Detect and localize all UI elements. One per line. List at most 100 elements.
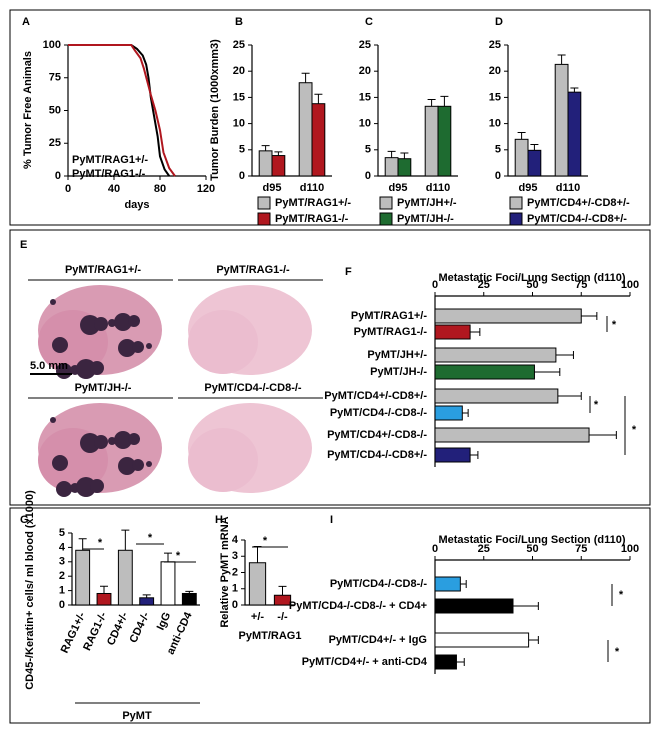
y-tick-label: 4 xyxy=(232,534,239,546)
error-bar xyxy=(261,145,270,151)
error-bar xyxy=(278,585,287,596)
y-tick-label: 25 xyxy=(49,137,61,149)
nodule xyxy=(94,317,108,331)
category-label: PyMT/JH-/- xyxy=(370,366,427,378)
nodule xyxy=(56,481,72,497)
x-tick-label: IgG xyxy=(155,610,174,632)
lung-tissue xyxy=(188,310,258,374)
error-bar xyxy=(557,54,566,65)
panel-letter: E xyxy=(20,239,27,251)
frame xyxy=(9,9,651,226)
nodule xyxy=(128,315,140,327)
image-label: PyMT/JH-/- xyxy=(75,382,132,394)
legend-swatch xyxy=(379,196,393,210)
error-bar xyxy=(534,368,561,376)
x-tick-label: 50 xyxy=(526,543,538,555)
nodule xyxy=(80,433,100,453)
y-tick-label: 10 xyxy=(233,118,245,130)
error-bar xyxy=(185,590,194,594)
legend-swatch xyxy=(257,196,271,210)
error-bar xyxy=(456,658,465,666)
legend-swatch xyxy=(509,196,523,210)
nodule xyxy=(50,417,56,423)
nodule xyxy=(132,459,144,471)
bar xyxy=(434,308,582,324)
panel-letter: B xyxy=(235,16,243,28)
y-tick-label: 2 xyxy=(232,566,238,578)
y-tick-label: 0 xyxy=(239,170,245,182)
bar xyxy=(258,150,273,177)
bar xyxy=(437,105,452,177)
legend-swatch xyxy=(379,212,393,226)
x-axis-label: days xyxy=(124,199,149,211)
x-tick-label: +/- xyxy=(251,611,264,623)
bar xyxy=(434,364,535,380)
x-tick-label: 75 xyxy=(575,279,587,291)
bar xyxy=(384,157,399,177)
y-tick-label: 25 xyxy=(359,39,371,51)
bar xyxy=(434,598,514,614)
x-tick-label: 80 xyxy=(154,183,166,195)
y-tick-label: 1 xyxy=(59,585,65,597)
nodule xyxy=(90,479,104,493)
panel-letter: I xyxy=(330,514,333,526)
frame xyxy=(9,229,651,506)
error-bar xyxy=(570,87,579,93)
error-bar xyxy=(387,150,396,158)
x-tick-label: -/- xyxy=(277,611,288,623)
nodule xyxy=(108,437,116,445)
error-bar xyxy=(530,144,539,151)
x-tick-label: CD4-/- xyxy=(127,610,152,645)
category-label: PyMT/CD4-/-CD8+/- xyxy=(327,449,427,461)
y-tick-label: 0 xyxy=(495,170,501,182)
image-label: PyMT/CD4-/-CD8-/- xyxy=(204,382,302,394)
error-bar xyxy=(121,529,130,551)
y-tick-label: 20 xyxy=(489,65,501,77)
error-bar xyxy=(78,538,87,551)
x-tick-label: d95 xyxy=(263,182,282,194)
error-bar xyxy=(517,132,526,140)
y-tick-label: 75 xyxy=(49,72,61,84)
bar xyxy=(271,155,286,177)
x-tick-label: 100 xyxy=(621,543,639,555)
significance: * xyxy=(263,535,268,547)
error-bar xyxy=(100,585,108,594)
bar xyxy=(434,447,471,463)
legend-label: PyMT/CD4-/-CD8+/- xyxy=(527,213,627,225)
x-tick-label: d95 xyxy=(389,182,408,194)
error-bar xyxy=(427,98,436,107)
error-bar xyxy=(589,431,617,439)
error-bar xyxy=(470,451,479,459)
y-tick-label: 3 xyxy=(232,550,238,562)
scale-label: 5.0 mm xyxy=(30,360,68,372)
category-label: PyMT/CD4-/-CD8-/- xyxy=(330,407,428,419)
y-tick-label: 0 xyxy=(59,599,65,611)
bar xyxy=(434,405,463,421)
bar xyxy=(567,91,582,177)
y-tick-label: 2 xyxy=(59,570,65,582)
error-bar xyxy=(164,552,172,562)
significance: * xyxy=(594,399,599,411)
significance: * xyxy=(176,550,181,562)
x-tick-label: d110 xyxy=(556,182,580,194)
category-label: PyMT/RAG1+/- xyxy=(351,310,427,322)
y-tick-label: 5 xyxy=(495,144,501,156)
nodule xyxy=(114,313,132,331)
nodule xyxy=(128,433,140,445)
error-bar xyxy=(301,72,310,83)
bar xyxy=(554,63,569,177)
x-tick-label: 100 xyxy=(621,279,639,291)
legend-swatch xyxy=(509,212,523,226)
legend-label: PyMT/JH-/- xyxy=(397,213,454,225)
category-label: PyMT/JH+/- xyxy=(367,349,427,361)
image-label: PyMT/RAG1-/- xyxy=(216,264,290,276)
legend-label: PyMT/CD4+/-CD8+/- xyxy=(527,197,630,209)
nodule xyxy=(76,477,96,497)
significance: * xyxy=(615,646,620,658)
y-tick-label: 0 xyxy=(365,170,371,182)
bar xyxy=(117,549,133,606)
error-bar xyxy=(462,409,469,417)
bar xyxy=(434,347,557,363)
error-bar xyxy=(314,93,323,104)
